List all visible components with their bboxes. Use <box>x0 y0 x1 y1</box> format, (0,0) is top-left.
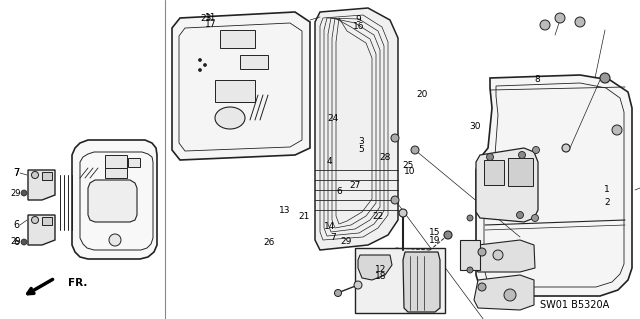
Circle shape <box>504 289 516 301</box>
Polygon shape <box>88 180 137 222</box>
Polygon shape <box>28 170 55 200</box>
Circle shape <box>540 20 550 30</box>
Text: 8: 8 <box>535 75 540 84</box>
Text: 9: 9 <box>356 15 361 24</box>
Circle shape <box>612 125 622 135</box>
Bar <box>355 248 445 313</box>
Circle shape <box>467 215 473 221</box>
Polygon shape <box>358 255 392 280</box>
Circle shape <box>31 172 38 179</box>
Text: 17: 17 <box>205 20 217 29</box>
Polygon shape <box>172 12 310 160</box>
Circle shape <box>493 250 503 260</box>
Text: 7: 7 <box>13 168 19 178</box>
Bar <box>460 240 480 270</box>
Circle shape <box>467 267 473 273</box>
Circle shape <box>204 63 207 66</box>
Polygon shape <box>28 215 55 245</box>
Circle shape <box>21 239 27 245</box>
Text: 27: 27 <box>349 181 361 189</box>
Text: 20: 20 <box>417 90 428 99</box>
Text: FR.: FR. <box>68 278 88 288</box>
Polygon shape <box>315 8 398 250</box>
Circle shape <box>198 58 202 62</box>
Text: 23: 23 <box>200 14 212 23</box>
Polygon shape <box>474 275 534 310</box>
Circle shape <box>198 69 202 71</box>
Circle shape <box>516 211 524 219</box>
Text: 18: 18 <box>375 272 387 281</box>
Text: 29: 29 <box>11 238 21 247</box>
Bar <box>240 55 268 69</box>
Circle shape <box>109 234 121 246</box>
Text: 4: 4 <box>327 157 332 166</box>
Text: 26: 26 <box>263 238 275 247</box>
Bar <box>508 158 533 186</box>
Text: 7: 7 <box>330 233 335 242</box>
Text: 13: 13 <box>279 206 291 215</box>
Text: 25: 25 <box>403 161 414 170</box>
Circle shape <box>478 283 486 291</box>
Polygon shape <box>476 148 538 222</box>
Bar <box>128 158 140 167</box>
Text: 15: 15 <box>429 228 441 237</box>
Text: 6: 6 <box>13 237 19 247</box>
Bar <box>484 160 504 185</box>
Circle shape <box>478 248 486 256</box>
Polygon shape <box>474 240 535 272</box>
Circle shape <box>444 231 452 239</box>
Circle shape <box>391 134 399 142</box>
Bar <box>220 30 255 48</box>
Text: SW01 B5320A: SW01 B5320A <box>540 300 610 310</box>
Bar <box>42 217 52 225</box>
Text: 16: 16 <box>353 22 364 31</box>
Text: 30: 30 <box>469 122 481 130</box>
Text: 1: 1 <box>604 185 609 194</box>
Circle shape <box>518 152 525 159</box>
Circle shape <box>600 73 610 83</box>
Bar <box>215 80 255 102</box>
Bar <box>42 172 52 180</box>
Circle shape <box>31 217 38 224</box>
Circle shape <box>335 290 342 296</box>
Polygon shape <box>72 140 157 259</box>
Circle shape <box>354 281 362 289</box>
Circle shape <box>391 196 399 204</box>
Circle shape <box>21 190 27 196</box>
Circle shape <box>575 17 585 27</box>
Bar <box>105 168 127 178</box>
Text: 14: 14 <box>324 222 335 231</box>
Polygon shape <box>476 75 632 296</box>
Ellipse shape <box>215 107 245 129</box>
Text: 7: 7 <box>13 168 19 178</box>
Text: 3: 3 <box>359 137 364 146</box>
Circle shape <box>562 144 570 152</box>
Text: 29: 29 <box>11 189 21 197</box>
Circle shape <box>411 146 419 154</box>
Circle shape <box>531 214 538 221</box>
Text: 5: 5 <box>359 145 364 154</box>
Text: 11: 11 <box>205 13 217 22</box>
Circle shape <box>555 13 565 23</box>
Text: 12: 12 <box>375 265 387 274</box>
Circle shape <box>532 146 540 153</box>
Text: 24: 24 <box>327 114 339 122</box>
Text: 19: 19 <box>429 236 441 245</box>
Circle shape <box>486 153 493 160</box>
Text: 10: 10 <box>404 167 415 176</box>
Text: 6: 6 <box>337 187 342 196</box>
Bar <box>105 155 127 168</box>
Text: 22: 22 <box>372 212 383 221</box>
Text: 6: 6 <box>13 220 19 230</box>
Polygon shape <box>403 252 440 312</box>
Text: 29: 29 <box>340 237 351 246</box>
Text: 28: 28 <box>380 153 391 162</box>
Text: 21: 21 <box>298 212 310 221</box>
Text: 2: 2 <box>604 198 609 207</box>
Circle shape <box>399 209 407 217</box>
